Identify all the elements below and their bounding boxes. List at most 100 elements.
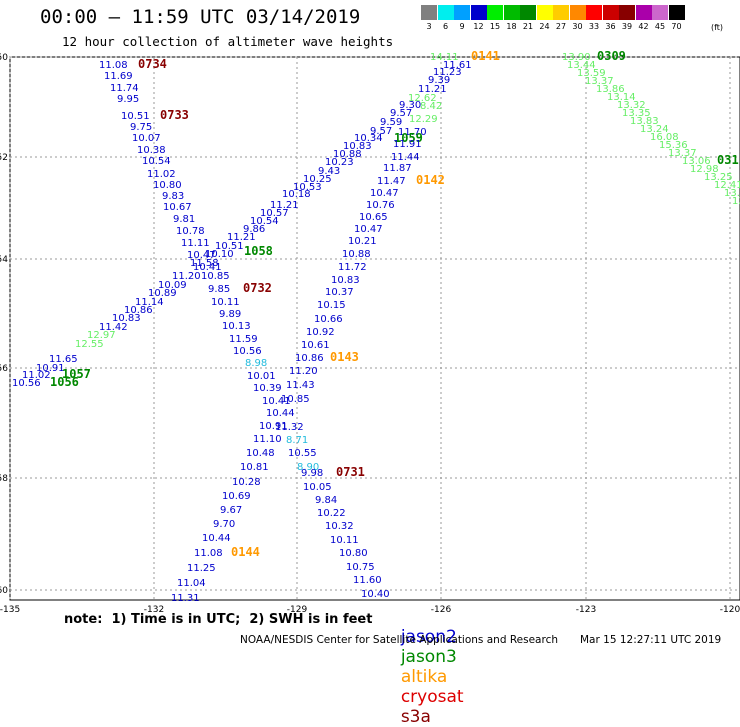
swh-value-label: 10.40 [361, 589, 390, 600]
timestamp: Mar 15 12:27:11 UTC 2019 [580, 634, 722, 646]
swh-value-label: 8.42 [420, 101, 442, 112]
swh-value-label: 10.67 [163, 202, 192, 213]
swh-value-label: 10.78 [176, 226, 205, 237]
legend-value: 70 [671, 22, 682, 31]
swh-value-label: 11.10 [253, 434, 282, 445]
swh-value-label: 10.86 [295, 353, 324, 364]
swh-value-label: 13.83 [630, 116, 659, 127]
swh-value-label: 10.81 [240, 462, 269, 473]
swh-value-label: 10.91 [36, 363, 65, 374]
pass-time-label: 0309 [597, 49, 626, 63]
swh-value-label: 10.22 [317, 508, 346, 519]
swh-value-label: 11.11 [181, 238, 210, 249]
swh-value-label: 9.75 [130, 122, 152, 133]
lon-tick-label: -120 [720, 605, 740, 615]
swh-value-label: 10.32 [325, 521, 354, 532]
swh-value-label: 10.11 [211, 297, 240, 308]
swh-value-label: 10.13 [222, 321, 251, 332]
swh-value-label: 10.54 [142, 156, 171, 167]
swh-value-label: 13.37 [585, 76, 614, 87]
legend-swatch [586, 5, 602, 20]
swh-value-label: 10.56 [233, 346, 262, 357]
swh-value-label: 8.71 [286, 435, 308, 446]
swh-value-label: 9.81 [173, 214, 195, 225]
swh-value-label: 13.25 [704, 172, 733, 183]
swh-value-label: 12.97 [87, 330, 116, 341]
pass-time-label: 1057 [62, 367, 91, 381]
legend-swatch [602, 5, 619, 20]
swh-value-label: 10.88 [333, 149, 362, 160]
swh-value-label: 11.21 [270, 200, 299, 211]
legend-value: 42 [638, 22, 649, 31]
swh-value-label: 10.47 [370, 188, 399, 199]
swh-value-label: 10.85 [201, 271, 230, 282]
legend-swatch [536, 5, 553, 20]
pass-time-label: 1059 [394, 131, 423, 145]
swh-value-label: 10.57 [260, 208, 289, 219]
legend-swatch [520, 5, 536, 20]
swh-value-label: 13.24 [640, 124, 669, 135]
swh-value-label: 10.80 [339, 548, 368, 559]
legend-swatch [652, 5, 668, 20]
swh-value-label: 16.08 [650, 132, 679, 143]
pass-time-label: 0732 [243, 281, 272, 295]
swh-value-label: 12.55 [75, 339, 104, 350]
swh-value-label: 13.86 [596, 84, 625, 95]
sat-altika: altika [400, 667, 448, 687]
swh-value-label: 10.80 [153, 180, 182, 191]
lon-tick-label: -135 [0, 605, 20, 615]
map-subtitle: 12 hour collection of altimeter wave hei… [62, 34, 394, 49]
legend-value: 15 [489, 22, 501, 31]
swh-value-label: 12.41 [714, 180, 740, 191]
swh-value-label: 10.83 [343, 141, 372, 152]
legend-value: 18 [506, 22, 517, 31]
swh-value-label: 10.76 [366, 200, 395, 211]
legend-value: 45 [654, 22, 666, 31]
swh-value-label: 8.98 [245, 358, 267, 369]
swh-value-label: 9.95 [117, 94, 139, 105]
legend-swatch [437, 5, 454, 20]
swh-value-label: 13.90 [562, 52, 591, 63]
swh-value-label: 10.75 [346, 562, 375, 573]
swh-value-label: 10.51 [215, 241, 244, 252]
lon-tick-label: -123 [576, 605, 596, 615]
map-title: 00:00 – 11:59 UTC 03/14/2019 [40, 6, 361, 28]
swh-value-label: 10.07 [132, 133, 161, 144]
swh-value-label: 13.14 [607, 92, 636, 103]
swh-value-label: 13.06 [682, 156, 711, 167]
swh-value-label: 12.62 [408, 93, 437, 104]
swh-value-label: 11.32 [275, 422, 304, 433]
legend-value: 24 [539, 22, 550, 31]
lat-tick-label: -50 [0, 53, 8, 63]
legend-swatch [470, 5, 487, 20]
swh-value-label: 11.61 [443, 60, 472, 71]
swh-value-label: 10.61 [301, 340, 330, 351]
swh-value-label: 11.20 [172, 271, 201, 282]
swh-value-label: 10.18 [282, 189, 311, 200]
swh-value-label: 9.98 [301, 468, 323, 479]
credit-text: NOAA/NESDIS Center for Satellite Applica… [240, 634, 558, 646]
swh-value-label: 11.58 [190, 258, 219, 269]
swh-value-label: 10.41 [262, 396, 291, 407]
swh-value-label: 13.4 [724, 188, 740, 199]
swh-value-label: 11.47 [377, 176, 406, 187]
swh-value-label: 11.65 [49, 354, 78, 365]
swh-value-label: 10.39 [253, 383, 282, 394]
swh-value-label: 11.69 [104, 71, 133, 82]
map-grid [9, 56, 740, 600]
swh-value-label: 11.25 [187, 563, 216, 574]
legend-swatch [487, 5, 503, 20]
swh-value-label: 10.83 [112, 313, 141, 324]
swh-value-label: 13.44 [567, 60, 596, 71]
swh-value-label: 10.83 [331, 275, 360, 286]
swh-value-label: 11.91 [393, 139, 422, 150]
swh-value-label: 10.53 [293, 182, 322, 193]
swh-value-label: 9.59 [380, 117, 402, 128]
swh-value-label: 9.85 [208, 284, 230, 295]
pass-time-label: 0731 [336, 465, 365, 479]
lat-tick-label: -54 [0, 255, 8, 265]
legend-swatch [454, 5, 470, 20]
swh-value-label: 10.85 [281, 394, 310, 405]
swh-value-label: 13.59 [577, 68, 606, 79]
swh-value-label: 11.87 [383, 163, 412, 174]
